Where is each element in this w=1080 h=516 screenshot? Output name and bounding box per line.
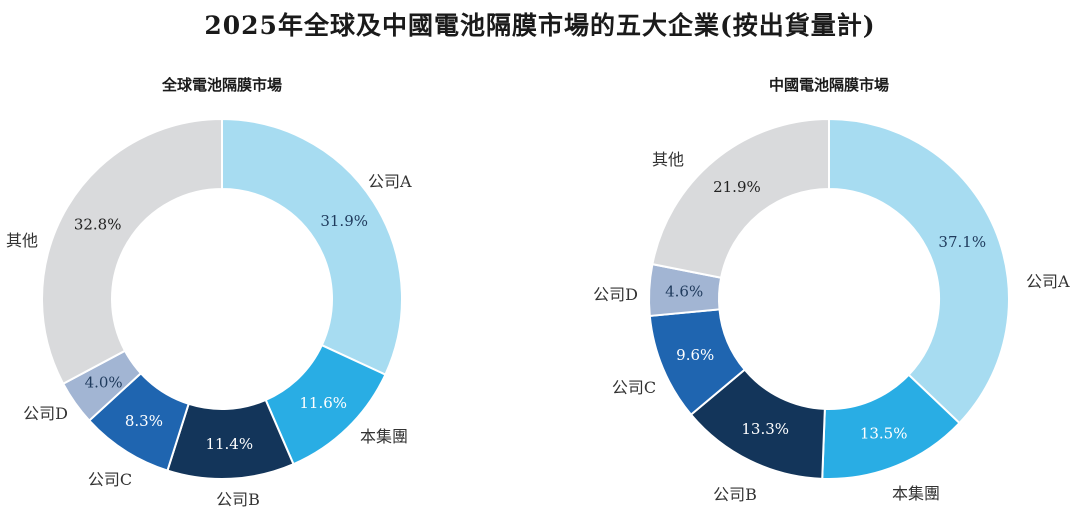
chart-china-title: 中國電池隔膜市場 [769, 76, 889, 94]
slice-value-label: 4.0% [85, 374, 123, 392]
chart-global-slices [41, 117, 403, 480]
slice-category-label: 其他 [6, 231, 38, 250]
chart-china-value-labels: 37.1% 13.5% 13.3% 9.6% 4.6% 21.9% [665, 178, 986, 442]
chart-china-slices [648, 117, 1010, 480]
slice-value-label: 13.3% [741, 420, 789, 438]
slice-category-label: 本集團 [892, 484, 940, 503]
slice-value-label: 4.6% [665, 283, 703, 301]
slice-category-label: 公司A [1026, 272, 1070, 291]
chart-global: 全球電池隔膜市場 31.9% 11.6% 11.4% 8.3% 4.0% 32.8% 公司… [6, 76, 412, 509]
donut-slice [651, 117, 830, 279]
slice-category-label: 其他 [652, 150, 684, 169]
slice-value-label: 8.3% [125, 412, 163, 430]
slice-category-label: 公司D [23, 404, 68, 423]
slice-category-label: 公司B [713, 485, 757, 504]
slice-value-label: 11.4% [205, 435, 253, 453]
chart-global-value-labels: 31.9% 11.6% 11.4% 8.3% 4.0% 32.8% [74, 212, 368, 453]
slice-category-label: 公司C [612, 378, 656, 397]
slice-value-label: 21.9% [713, 178, 761, 196]
slice-value-label: 31.9% [320, 212, 368, 230]
slice-value-label: 32.8% [74, 215, 122, 233]
slice-category-label: 公司B [216, 490, 260, 509]
slice-category-label: 本集團 [360, 427, 408, 446]
chart-china: 中國電池隔膜市場 37.1% 13.5% 13.3% 9.6% 4.6% 21.9% 公司… [593, 76, 1070, 504]
donut-slice [221, 117, 403, 376]
chart-china-category-labels: 公司A 本集團 公司B 公司C 公司D 其他 [593, 150, 1070, 504]
slice-category-label: 公司C [88, 470, 132, 489]
chart-global-title: 全球電池隔膜市場 [161, 76, 282, 94]
slice-category-label: 公司A [368, 172, 412, 191]
slice-value-label: 37.1% [938, 233, 986, 251]
slice-category-label: 公司D [593, 285, 638, 304]
slice-value-label: 13.5% [860, 424, 908, 442]
slice-value-label: 11.6% [299, 394, 347, 412]
donut-slice [828, 117, 1010, 425]
slice-value-label: 9.6% [676, 346, 714, 364]
page-title: 2025年全球及中國電池隔膜市場的五大企業(按出貨量計) [204, 11, 876, 40]
donut-slice [41, 117, 223, 386]
